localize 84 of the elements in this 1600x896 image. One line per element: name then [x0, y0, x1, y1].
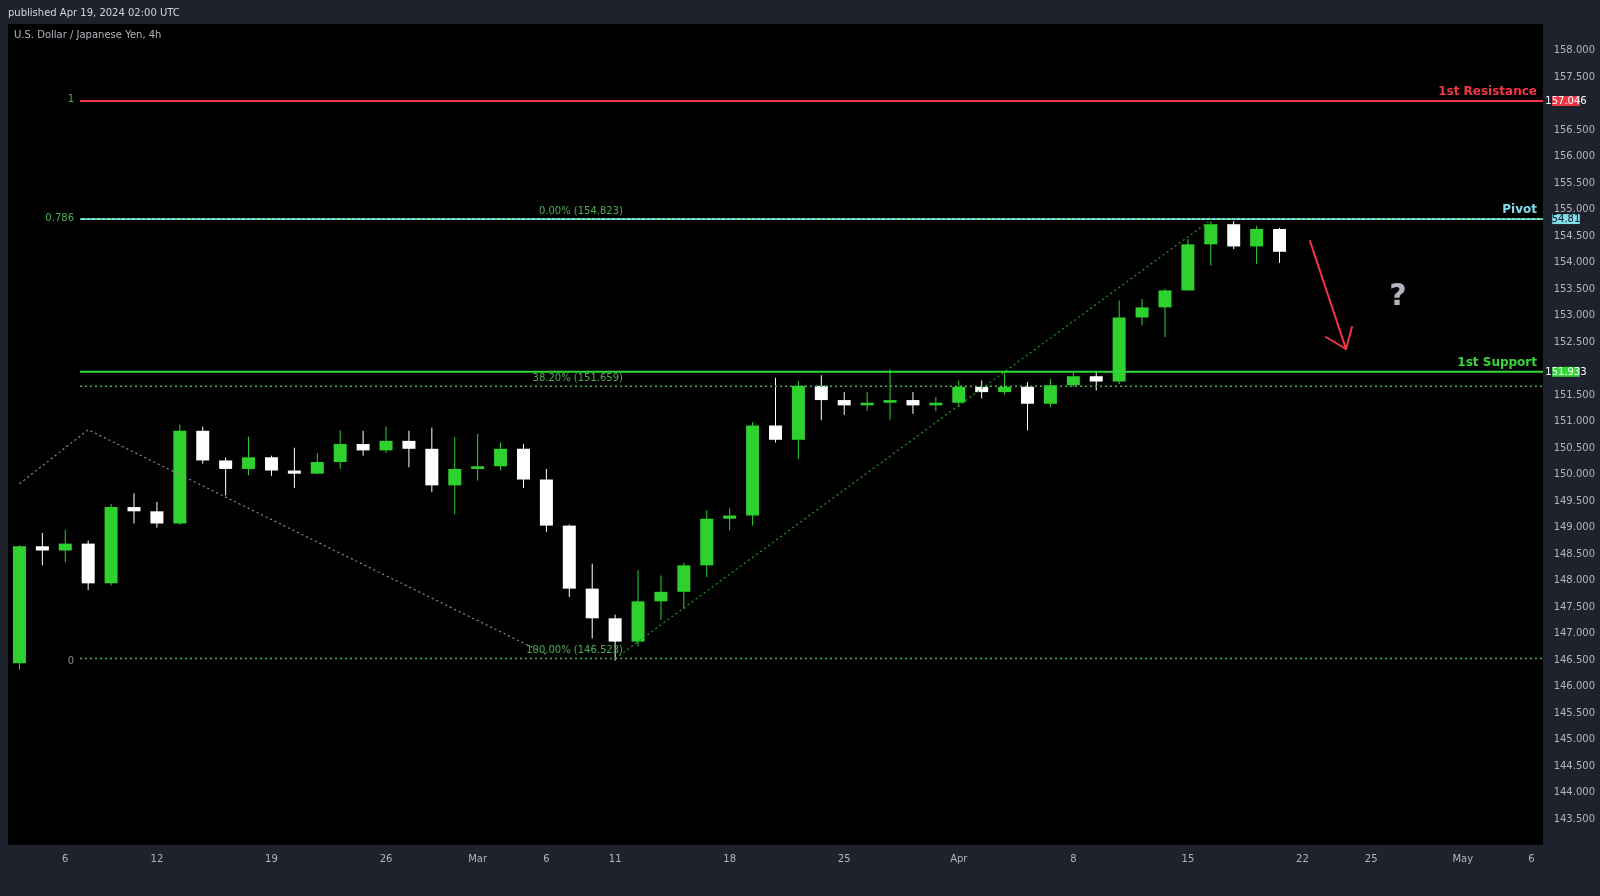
candlestick	[654, 574, 668, 621]
x-tick-label: 25	[837, 852, 851, 864]
text: U.S. Dollar / Japanese Yen, 4h	[14, 29, 162, 40]
candlestick	[769, 377, 782, 443]
candlestick	[379, 426, 393, 454]
y-tick-label: 153.000	[1553, 309, 1595, 321]
candlestick	[264, 455, 278, 477]
candlestick	[1135, 298, 1149, 326]
ref-line-label: 1st Resistance	[1438, 84, 1537, 99]
candlestick	[35, 532, 49, 566]
candlestick	[837, 391, 851, 416]
x-tick-label: 8	[1070, 852, 1077, 864]
candlestick	[1021, 381, 1035, 431]
x-tick-label: 18	[723, 852, 737, 864]
ref-line-label: 38.20% (151.659)	[532, 372, 624, 384]
x-tick-label: Mar	[468, 852, 488, 864]
y-tick-label: 154.000	[1553, 256, 1595, 268]
ref-line-label: 1st Support	[1457, 354, 1538, 369]
x-tick-label: 11	[608, 852, 622, 864]
y-tick-label: 156.000	[1553, 150, 1595, 162]
y-tick-label: 145.000	[1553, 733, 1595, 745]
x-tick-label: 19	[265, 852, 278, 864]
annotation: 0.786	[45, 212, 74, 223]
annotation: ?	[1389, 277, 1407, 312]
annotation: 0	[67, 655, 74, 666]
candlestick	[1158, 288, 1172, 338]
x-tick-label: 6	[1528, 852, 1535, 864]
y-tick-label: 154.500	[1553, 229, 1595, 241]
candlestick	[1250, 225, 1264, 265]
x-tick-label: 25	[1364, 852, 1378, 864]
candlestick	[242, 436, 256, 476]
x-tick-label: 6	[62, 852, 69, 864]
candlestick	[402, 430, 416, 468]
candlestick	[150, 501, 164, 529]
y-tick-label: 155.000	[1553, 203, 1595, 215]
candlestick	[952, 379, 966, 408]
y-tick-label: 145.500	[1553, 706, 1595, 718]
y-tick-label: 143.500	[1553, 812, 1595, 824]
x-tick-label: 12	[150, 852, 164, 864]
text: published Apr 19, 2024 02:00 UTC	[8, 7, 180, 18]
x-tick-label: Apr	[950, 852, 969, 864]
candlestick	[1204, 221, 1218, 267]
candlestick	[127, 492, 141, 524]
x-tick-label: 6	[543, 852, 550, 864]
candlestick	[1227, 220, 1241, 250]
candlestick	[494, 441, 508, 472]
y-tick-label: 149.000	[1553, 521, 1595, 533]
candlestick	[356, 430, 370, 457]
x-tick-label: 22	[1296, 852, 1309, 864]
y-tick-label: 149.500	[1553, 494, 1595, 506]
y-tick-label: 146.500	[1553, 653, 1595, 665]
y-tick-label: 151.000	[1553, 415, 1595, 427]
candlestick	[814, 374, 828, 421]
y-tick-label: 148.500	[1553, 547, 1595, 559]
x-tick-label: 15	[1181, 852, 1195, 864]
y-tick-label: 150.500	[1553, 441, 1595, 453]
y-tick-label: 147.500	[1553, 600, 1595, 612]
candlestick	[448, 436, 462, 515]
x-tick-label: 26	[379, 852, 393, 864]
candlestick	[333, 429, 347, 470]
y-tick-label: 155.500	[1553, 176, 1595, 188]
y-tick-label: 152.500	[1553, 335, 1595, 347]
ref-line-label: 0.00% (154.823)	[538, 204, 624, 216]
candlestick	[219, 456, 233, 496]
candlestick	[1043, 378, 1057, 408]
candlestick	[1273, 227, 1287, 264]
y-tick-label: 150.000	[1553, 468, 1595, 480]
y-tick-label: 157.500	[1553, 70, 1595, 82]
y-tick-label: 156.500	[1553, 123, 1595, 135]
y-tick-label: 148.000	[1553, 574, 1595, 586]
y-tick-label: 151.500	[1553, 388, 1595, 400]
y-tick-label: 144.000	[1553, 786, 1595, 798]
candlestick	[906, 391, 920, 415]
y-tick-label: 153.500	[1553, 282, 1595, 294]
y-tick-label: 158.000	[1553, 44, 1595, 56]
x-tick-label: May	[1452, 852, 1474, 864]
candlestick	[471, 433, 485, 482]
y-tick-label: 144.500	[1553, 759, 1595, 771]
candlestick	[723, 507, 737, 531]
annotation: 1	[67, 93, 74, 104]
y-tick-label: 147.000	[1553, 627, 1595, 639]
candlestick	[287, 447, 301, 489]
ref-line-label: Pivot	[1502, 202, 1538, 217]
y-tick-label: 146.000	[1553, 680, 1595, 692]
